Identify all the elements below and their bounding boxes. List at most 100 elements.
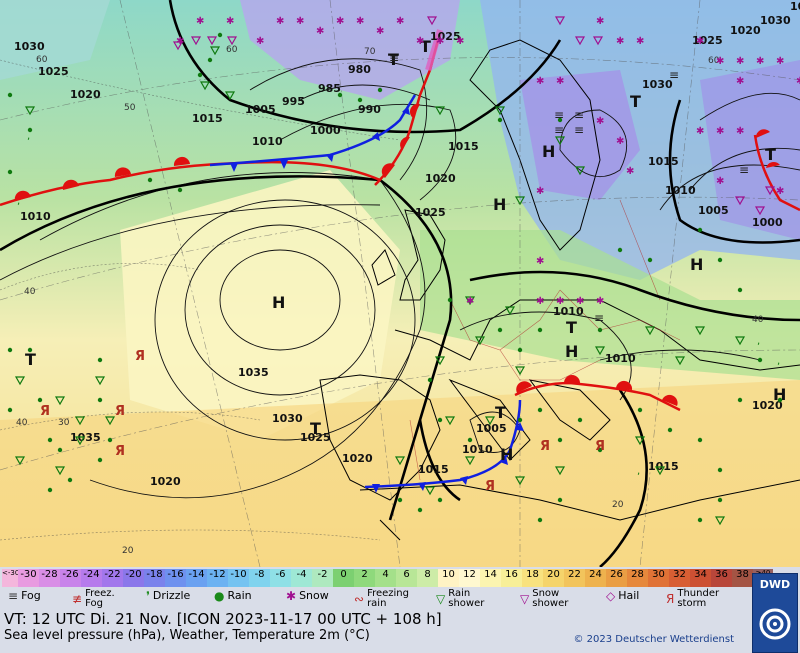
rain-symbol [97, 457, 103, 463]
snow-symbol: ✱ [736, 56, 744, 67]
svg-text:1035: 1035 [70, 431, 101, 444]
snow-symbol: ✱ [376, 26, 384, 37]
rain-symbol [47, 437, 53, 443]
svg-text:995: 995 [282, 95, 305, 108]
fog-symbol: ≡ [669, 68, 679, 82]
scale-swatch: 16 [501, 569, 522, 587]
legend-item: ≢ Freez. Fog [72, 589, 115, 609]
scale-swatch: -22 [102, 569, 123, 587]
legend-item-label: Thunder storm [677, 588, 720, 609]
snow-symbol: ✱ [276, 16, 284, 27]
rain-shower-symbol [394, 456, 406, 466]
snow-symbol: ✱ [416, 36, 424, 47]
rain-shower-icon: ▽ [436, 592, 446, 606]
rain-symbol [717, 257, 723, 263]
drizzle-symbol: , [637, 466, 640, 477]
scale-swatch: 26 [606, 569, 627, 587]
rain-symbol [447, 297, 453, 303]
snow-symbol: ✱ [316, 26, 324, 37]
thunderstorm-symbol: Я [485, 479, 495, 494]
fog-symbol: ≡ [594, 311, 604, 325]
snow-symbol: ✱ [536, 186, 544, 197]
scale-swatch: 36 [711, 569, 732, 587]
svg-text:1030: 1030 [14, 40, 45, 53]
snow-symbol: ✱ [616, 136, 624, 147]
svg-text:1035: 1035 [238, 366, 269, 379]
legend-item: ∾ Freezing rain [354, 589, 409, 609]
thunderstorm-symbol: Я [115, 404, 125, 419]
snow-symbol: ✱ [776, 186, 784, 197]
rain-symbol [7, 92, 13, 98]
rain-shower-symbol [504, 306, 516, 316]
svg-text:50: 50 [124, 103, 136, 113]
scale-swatch: -2 [312, 569, 333, 587]
thunderstorm-symbol: Я [135, 349, 145, 364]
low-center: T [630, 92, 641, 111]
rain-shower-symbol [554, 466, 566, 476]
rain-symbol [27, 347, 33, 353]
snow-symbol: ✱ [736, 76, 744, 87]
scale-swatch: -12 [207, 569, 228, 587]
svg-text:1015: 1015 [418, 463, 449, 476]
rain-symbol [617, 247, 623, 253]
svg-text:1025: 1025 [430, 30, 461, 43]
svg-text:1020: 1020 [752, 399, 783, 412]
temperature-scale: <-30 -30 -28 -26 -24 -22 -20 -18 -16 -14 -12 -10 -8-… [2, 569, 773, 587]
snow-symbol: ✱ [396, 16, 404, 27]
rain-symbol [537, 327, 543, 333]
fog-symbol: ≡ [739, 163, 749, 177]
legend-item-label: Drizzle [152, 589, 191, 602]
svg-text:30: 30 [58, 418, 70, 428]
legend-panel: <-30 -30 -28 -26 -24 -22 -20 -18 -16 -14 -12 -10 -8-… [0, 567, 800, 653]
svg-text:1025: 1025 [692, 34, 723, 47]
snow-shower-symbol [574, 36, 586, 46]
high-center: H [272, 293, 285, 312]
snow-symbol: ✱ [576, 296, 584, 307]
borders [409, 199, 681, 481]
warm-front-east [753, 134, 800, 212]
snow-shower-symbol [554, 16, 566, 26]
scale-swatch: 28 [627, 569, 648, 587]
scale-swatch: -30 [18, 569, 39, 587]
snow-symbol: ✱ [536, 256, 544, 267]
legend-item: ▽ Snow shower [520, 589, 568, 609]
weather-symbols: ✱ ✱ ✱ ✱ ✱ ✱ ✱ ✱ ✱ ✱ ✱ ✱ ✱ ✱ ✱ ✱ ✱ ✱ ✱ ✱ ✱ ✱ ✱ ✱ ✱ ✱ ✱ ✱ ✱ ✱ ✱ ✱ ✱ ✱ ✱ ✱ ✱ ✱ ✱ ✱… [7, 16, 800, 526]
snow-symbol: ✱ [796, 76, 800, 87]
svg-text:1020: 1020 [425, 172, 456, 185]
rain-symbol [97, 357, 103, 363]
snow-shower-symbol [206, 36, 218, 46]
rain-symbol [147, 177, 153, 183]
valid-time: VT: 12 UTC Di. 21 Nov. [ICON 2023-11-17 … [4, 610, 442, 628]
snow-shower-symbol [190, 36, 202, 46]
drizzle-icon: ❜ [146, 588, 150, 603]
rain-symbol [7, 169, 13, 175]
legend-item: ▽ Rain shower [436, 589, 484, 609]
pressure-labels: 1030 1025 1020 1015 1010 1005 995 985 98… [14, 0, 800, 488]
legend-item: ✱ Snow [286, 589, 329, 602]
scale-swatch: -16 [165, 569, 186, 587]
rain-symbol [777, 397, 783, 403]
rain-shower-symbol [464, 456, 476, 466]
fog-symbol: ≡ [389, 51, 399, 65]
snow-symbol: ✱ [716, 176, 724, 187]
svg-text:1010: 1010 [252, 135, 283, 148]
snow-shower-symbol [764, 186, 776, 196]
scale-swatch: 18 [522, 569, 543, 587]
fog-symbol: ≡ [554, 123, 564, 137]
arctic-region-greenland [0, 0, 110, 80]
rain-shower-symbol [484, 416, 496, 426]
rain-symbol [437, 417, 443, 423]
rain-symbol [497, 327, 503, 333]
rain-symbol [737, 287, 743, 293]
snow-symbol: ✱ [456, 36, 464, 47]
cold-front-med [364, 399, 522, 489]
thunderstorm-symbol: Я [540, 439, 550, 454]
snow-symbol: ✱ [226, 16, 234, 27]
legend-item-label: Freez. Fog [85, 588, 115, 609]
legend-item-label: Fog [21, 589, 41, 602]
rain-shower-symbol [434, 356, 446, 366]
rain-symbol [377, 87, 383, 93]
fog-symbol: ≡ [574, 123, 584, 137]
copyright: © 2023 Deutscher Wetterdienst [573, 634, 734, 645]
rain-symbol [697, 517, 703, 523]
